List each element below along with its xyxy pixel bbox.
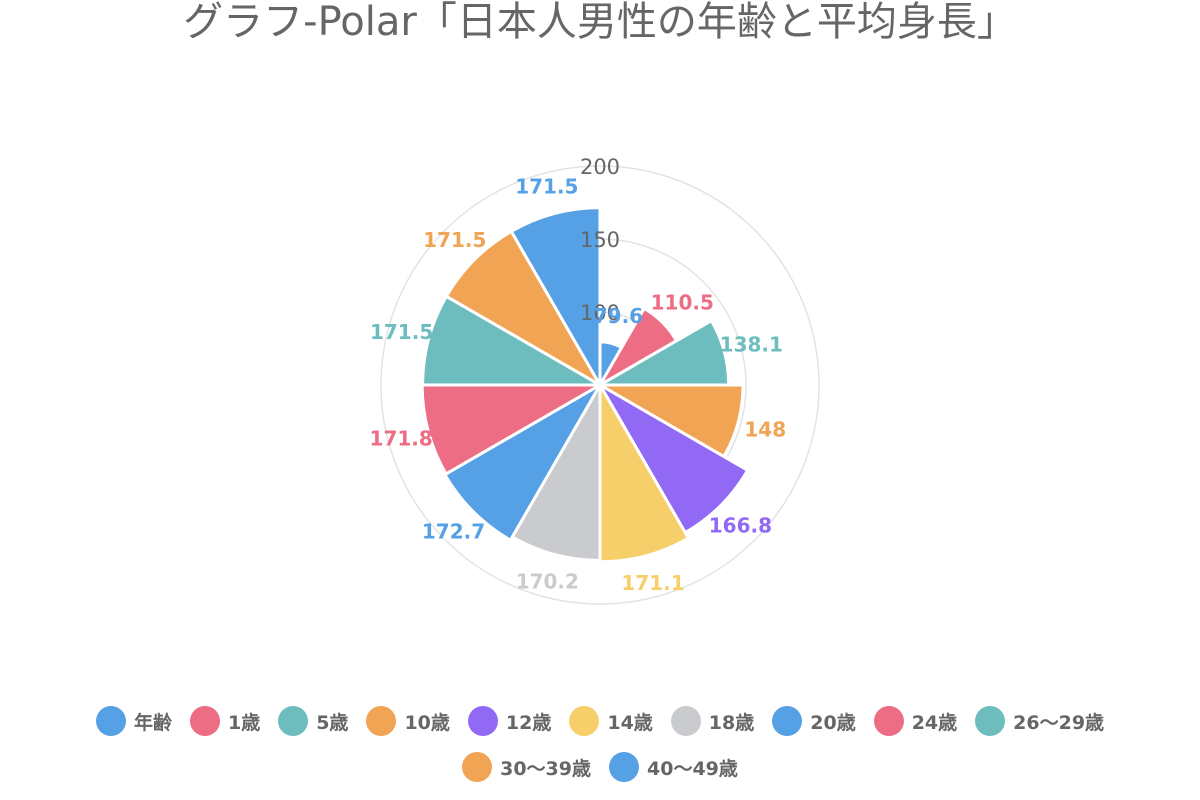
segment-4[interactable] (595, 380, 750, 535)
radial-tick-2: 200 (580, 155, 620, 179)
data-label-4: 166.8 (709, 513, 772, 537)
legend-label-1: 1歳 (227, 711, 261, 734)
segment-8[interactable] (420, 383, 606, 476)
segment-11[interactable] (509, 206, 602, 391)
legend-label-9: 26〜29歳 (1013, 711, 1105, 734)
segment-7[interactable] (442, 380, 605, 543)
legend-row-2: 30〜39歳 40〜49歳 (0, 752, 1200, 782)
data-label-9: 171.5 (370, 320, 433, 344)
legend-swatch-1 (189, 706, 220, 736)
radial-ticks: 100 150 200 (580, 155, 620, 325)
legend-swatch-9 (975, 706, 1006, 736)
legend-item-8[interactable]: 24歳 (873, 706, 958, 736)
legend-swatch-6 (670, 706, 701, 736)
legend-label-7: 20歳 (810, 711, 856, 734)
legend-item-3[interactable]: 10歳 (366, 706, 450, 736)
legend-item-7[interactable]: 20歳 (772, 706, 856, 736)
segment-5[interactable] (598, 379, 691, 564)
segment-6[interactable] (510, 379, 602, 562)
legend-label-4: 12歳 (505, 711, 552, 734)
legend-label-3: 10歳 (404, 711, 450, 734)
grid-circle-200 (380, 165, 820, 605)
segments (420, 206, 750, 564)
legend-item-2[interactable]: 5歳 (278, 706, 348, 736)
data-label-11: 171.5 (515, 175, 578, 199)
legend-swatch-4 (467, 706, 498, 736)
legend-label-5: 14歳 (607, 711, 653, 734)
data-label-5: 171.1 (621, 571, 684, 595)
data-label-0: 79.6 (594, 304, 643, 328)
data-label-7: 172.7 (422, 519, 485, 543)
data-label-3: 148 (744, 417, 786, 441)
legend-swatch-0 (95, 706, 126, 736)
legend-swatch-2 (278, 706, 309, 736)
radial-tick-0: 100 (580, 301, 620, 325)
legend-row-1: 年齢 1歳 5歳 10歳 12歳 14歳 18歳 20歳 24歳 26〜29歳 (0, 706, 1200, 736)
legend-label-0: 年齢 (133, 711, 172, 734)
data-label-2: 138.1 (720, 332, 783, 356)
radial-tick-1: 150 (580, 228, 620, 252)
legend-item-0[interactable]: 年齢 (95, 706, 172, 736)
legend-item-11[interactable]: 40〜49歳 (609, 752, 738, 782)
segment-9[interactable] (421, 294, 606, 387)
legend-item-5[interactable]: 14歳 (569, 706, 653, 736)
legend-swatch-7 (772, 706, 803, 736)
data-label-10: 171.5 (423, 228, 486, 252)
chart-title: グラフ-Polar「日本人男性の年齢と平均身長」 (183, 0, 1017, 45)
legend-swatch-3 (366, 706, 397, 736)
legend-label-2: 5歳 (316, 711, 349, 734)
segment-10[interactable] (444, 229, 605, 390)
legend-label-10: 30〜39歳 (500, 757, 591, 780)
legend-item-9[interactable]: 26〜29歳 (975, 706, 1104, 736)
legend-swatch-11 (609, 752, 639, 782)
legend-item-6[interactable]: 18歳 (670, 706, 755, 736)
data-label-8: 171.8 (370, 426, 433, 450)
legend-swatch-8 (873, 706, 904, 736)
legend-swatch-10 (462, 752, 493, 782)
legend-item-10[interactable]: 30〜39歳 (462, 752, 591, 782)
legend-label-11: 40〜49歳 (647, 757, 738, 780)
legend-item-1[interactable]: 1歳 (189, 706, 261, 736)
legend-label-8: 24歳 (911, 711, 958, 734)
legend-swatch-5 (569, 706, 600, 736)
data-label-6: 170.2 (516, 570, 579, 594)
legend-label-6: 18歳 (708, 711, 755, 734)
data-label-1: 110.5 (651, 291, 714, 315)
legend-item-4[interactable]: 12歳 (467, 706, 552, 736)
